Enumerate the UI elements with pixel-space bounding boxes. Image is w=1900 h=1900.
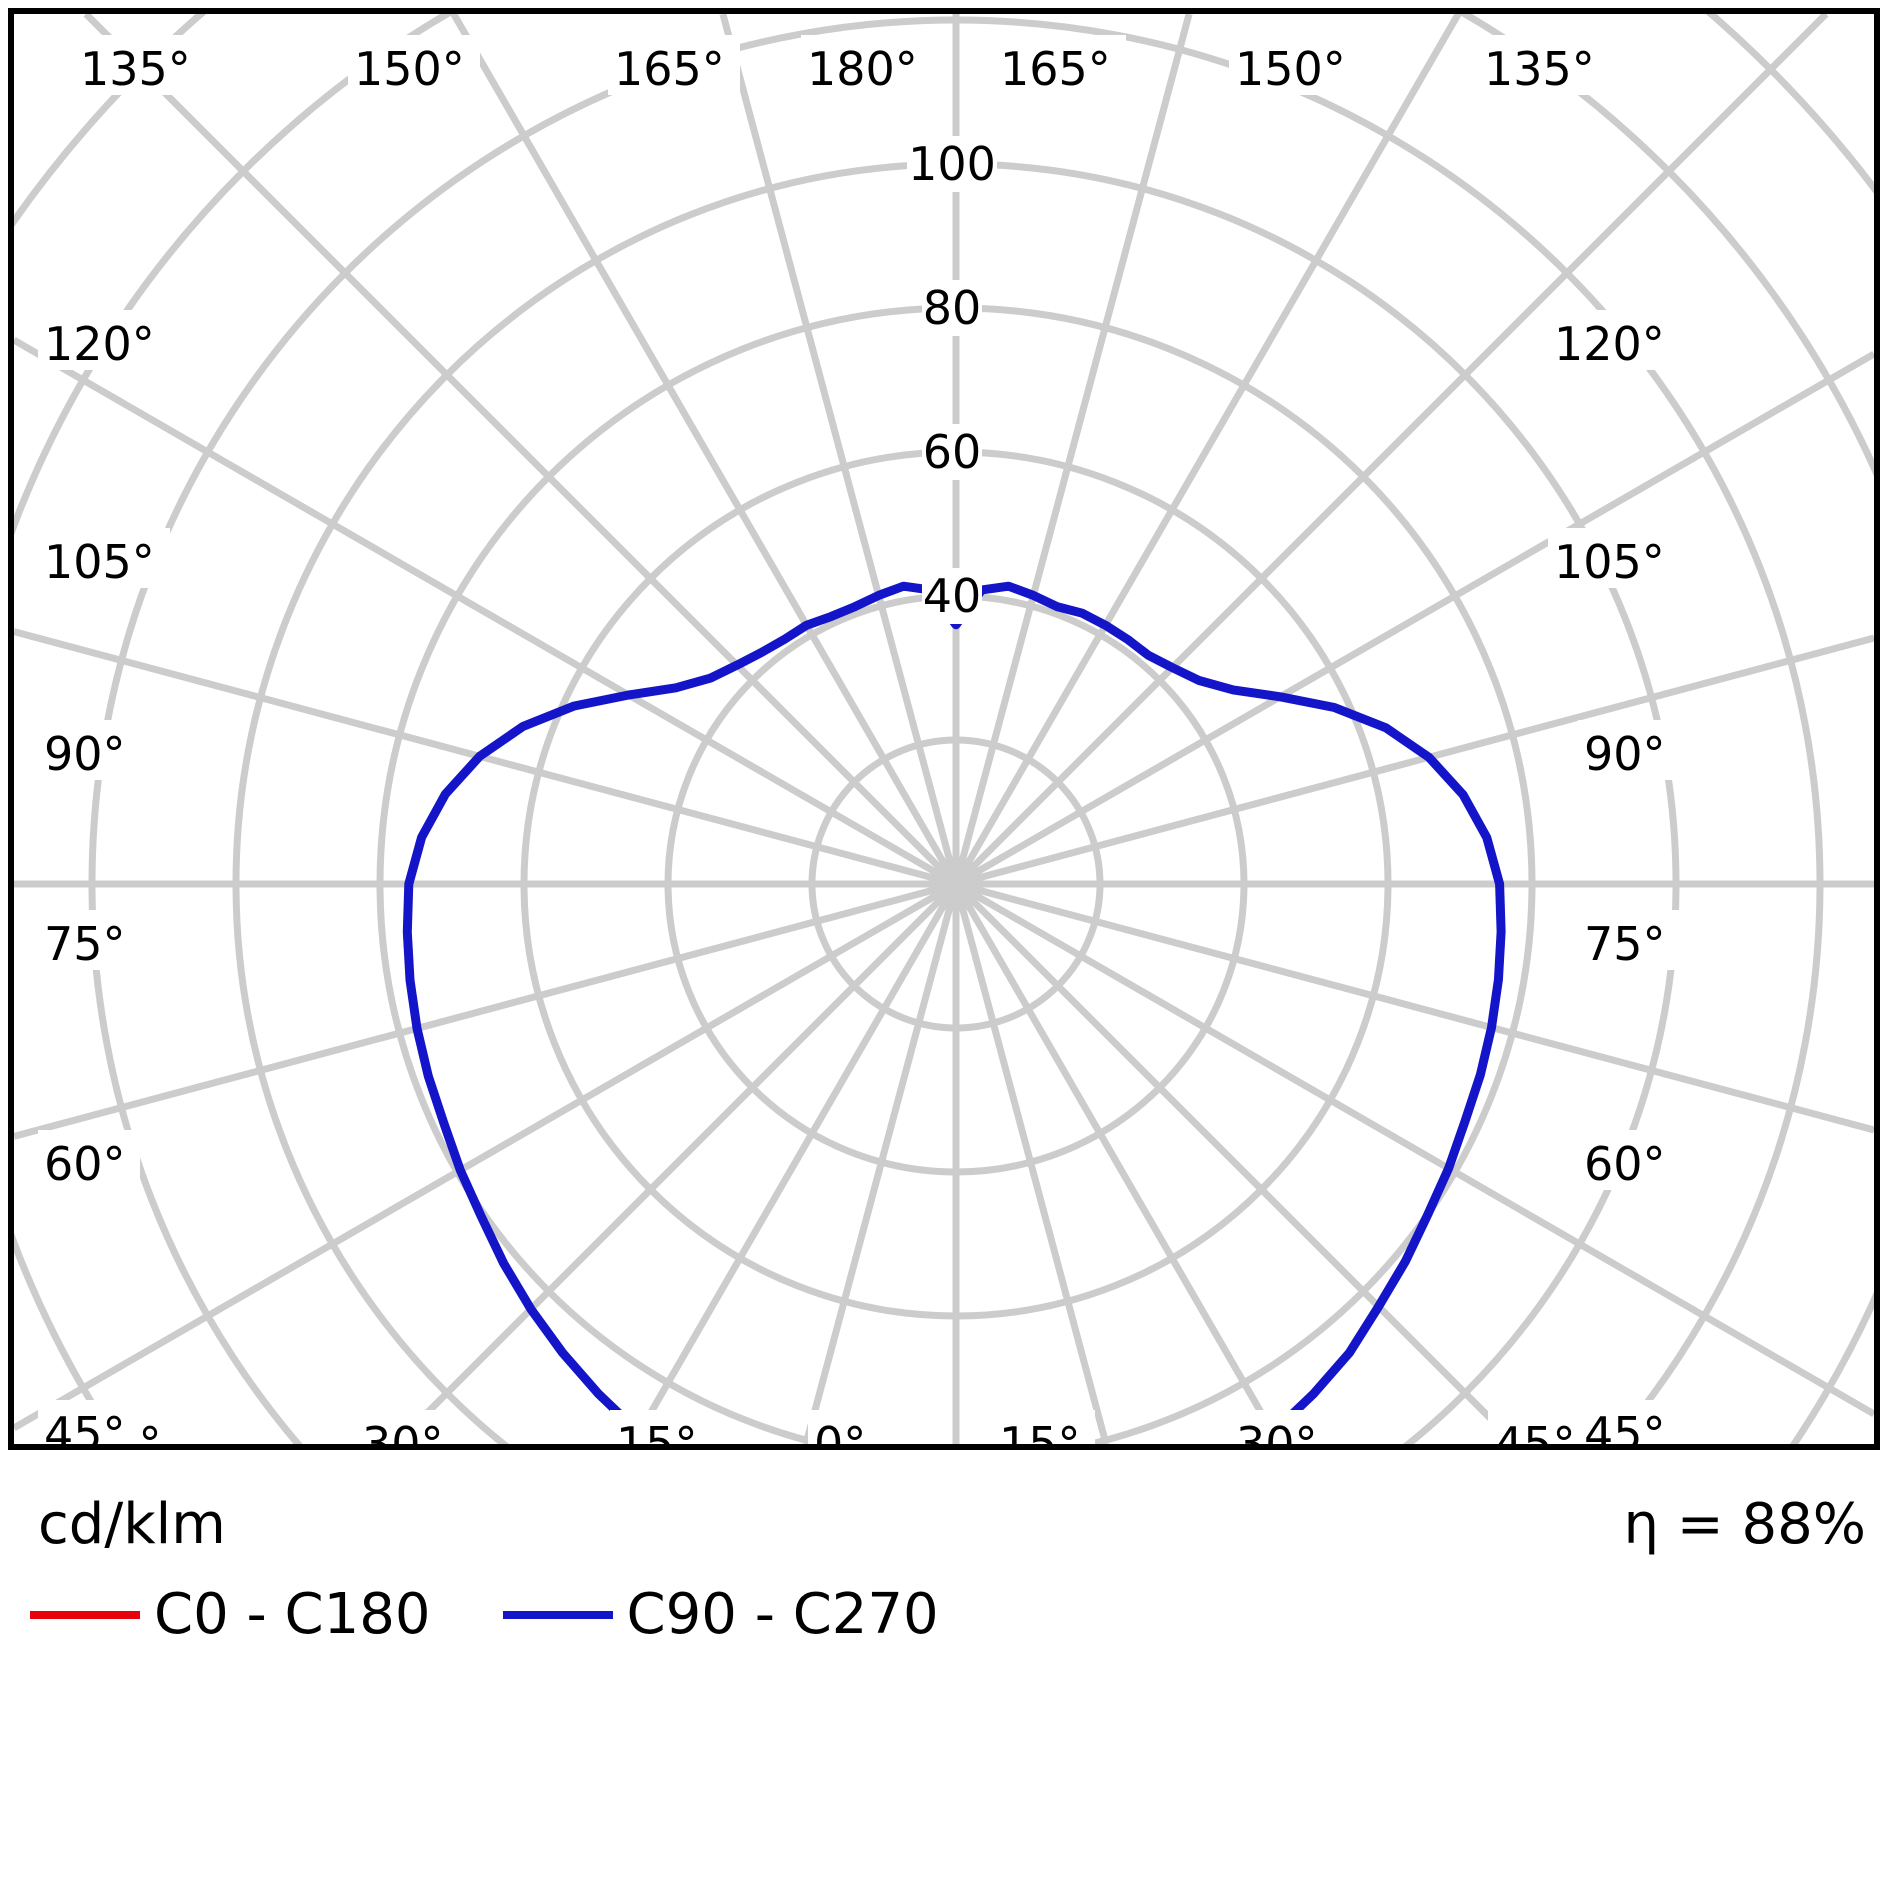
angle-label-backdrop xyxy=(1548,310,1680,370)
angle-tick-label: 90° xyxy=(44,727,126,781)
angle-label-backdrop xyxy=(38,720,140,780)
legend-label-c90-c270: C90 - C270 xyxy=(626,1582,939,1647)
angle-tick-label: 75° xyxy=(1584,917,1666,971)
angle-tick-label: 120° xyxy=(1554,317,1665,371)
angle-label-backdrop xyxy=(1229,35,1361,95)
angle-label-backdrop xyxy=(348,35,480,95)
legend-swatch-c90-c270 xyxy=(502,1610,613,1619)
angle-tick-label: 45° xyxy=(1494,1417,1576,1444)
radial-label-backdrop xyxy=(922,424,982,480)
angle-tick-label: 90° xyxy=(1584,727,1666,781)
angle-label-backdrop xyxy=(38,528,170,588)
angle-label-backdrop xyxy=(38,910,140,970)
angle-tick-label: 165° xyxy=(614,42,725,96)
angle-tick-label: 135° xyxy=(1484,42,1595,96)
angle-label-backdrop xyxy=(808,1410,880,1444)
angle-label-backdrop xyxy=(38,1400,140,1444)
radial-label-backdrop xyxy=(907,136,997,192)
unit-label: cd/klm xyxy=(38,1492,226,1557)
angle-label-backdrop xyxy=(74,35,206,95)
radial-tick-labels: 40 60 80 100 xyxy=(907,136,997,624)
angle-label-backdrop xyxy=(801,35,933,95)
angle-tick-label: 180° xyxy=(807,42,918,96)
angle-tick-label: 165° xyxy=(1000,42,1111,96)
angle-tick-label: 45° xyxy=(1584,1407,1666,1444)
angle-label-backdrop xyxy=(994,35,1126,95)
radial-tick-label: 80 xyxy=(923,281,982,335)
polar-chart-svg: 40 60 80 100 135° 150° 165° 180° 165° 150° 135° 45… xyxy=(14,14,1874,1444)
angle-tick-label: 30° xyxy=(362,1417,444,1444)
legend-label-c0-c180: C0 - C180 xyxy=(154,1582,431,1647)
radial-label-backdrop xyxy=(922,568,982,624)
angle-tick-label: 15° xyxy=(999,1417,1081,1444)
angle-label-backdrop xyxy=(1578,910,1680,970)
radial-tick-label: 60 xyxy=(923,425,982,479)
angle-tick-label: 45° xyxy=(44,1407,126,1444)
angular-tick-labels: 135° 150° 165° 180° 165° 150° 135° 45° 30° 15° 0° 1… xyxy=(38,35,1680,1444)
angle-label-backdrop xyxy=(608,35,740,95)
angle-tick-label: 30° xyxy=(1236,1417,1318,1444)
radial-tick-label: 100 xyxy=(908,137,996,191)
polar-plot-frame: 40 60 80 100 135° 150° 165° 180° 165° 150° 135° 45… xyxy=(8,8,1880,1450)
angle-label-backdrop xyxy=(1548,528,1680,588)
efficiency-label: η = 88% xyxy=(1623,1492,1866,1557)
angle-label-backdrop xyxy=(38,1130,140,1190)
angle-tick-label: 150° xyxy=(1235,42,1346,96)
angle-label-backdrop xyxy=(1478,35,1610,95)
angle-tick-label: 75° xyxy=(44,917,126,971)
legend-swatch-c0-c180 xyxy=(30,1610,140,1619)
angle-label-backdrop xyxy=(1578,1400,1680,1444)
angle-label-backdrop xyxy=(610,1410,712,1444)
angle-tick-label: 60° xyxy=(1584,1137,1666,1191)
radial-tick-label: 40 xyxy=(923,569,982,623)
angle-tick-label: 135° xyxy=(80,42,191,96)
angle-tick-label: 60° xyxy=(44,1137,126,1191)
legend-entries: C0 - C180 C90 - C270 xyxy=(30,1582,1011,1647)
angle-label-backdrop xyxy=(1488,1410,1590,1444)
angle-label-backdrop xyxy=(993,1410,1095,1444)
angle-label-backdrop xyxy=(356,1410,458,1444)
angle-tick-label: 105° xyxy=(1554,535,1665,589)
angle-label-backdrop xyxy=(1578,720,1680,780)
angle-label-backdrop xyxy=(1230,1410,1332,1444)
angle-label-backdrop xyxy=(38,310,170,370)
polar-series-layer xyxy=(402,581,1506,1444)
angle-tick-label: 120° xyxy=(44,317,155,371)
legend-area: cd/klm η = 88% C0 - C180 C90 - C270 xyxy=(0,1462,1900,1900)
angle-tick-label: 15° xyxy=(616,1417,698,1444)
radial-label-backdrop xyxy=(922,280,982,336)
angle-tick-label: 0° xyxy=(814,1417,866,1444)
angle-label-backdrop xyxy=(1578,1130,1680,1190)
angle-tick-label: 105° xyxy=(44,535,155,589)
angle-tick-label: 150° xyxy=(354,42,465,96)
